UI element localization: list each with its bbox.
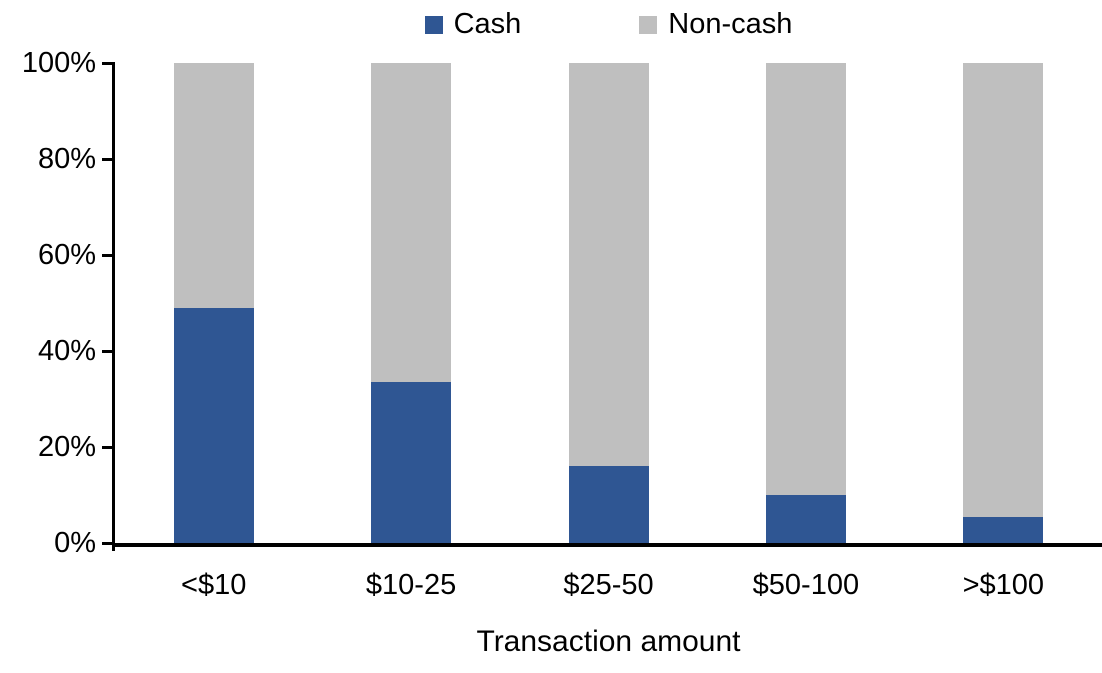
y-axis-tick bbox=[102, 446, 115, 449]
y-axis-tick-label: 80% bbox=[37, 143, 96, 175]
y-axis-tick bbox=[102, 62, 115, 65]
y-axis-tick-label: 60% bbox=[37, 239, 96, 271]
bar-segment-cash-0 bbox=[173, 307, 254, 543]
y-axis-tick bbox=[102, 542, 115, 545]
bar-segment-non-cash-2 bbox=[568, 63, 649, 467]
x-axis-category-label: <$10 bbox=[181, 569, 247, 601]
legend-label: Non-cash bbox=[668, 8, 793, 40]
x-axis-category-label: $50-100 bbox=[752, 569, 860, 601]
bar-segment-non-cash-4 bbox=[963, 63, 1044, 517]
legend-item-0: Cash bbox=[424, 8, 522, 40]
y-axis-tick-label: 40% bbox=[37, 335, 96, 367]
x-axis-category-label: $10-25 bbox=[365, 569, 457, 601]
bar-segment-non-cash-0 bbox=[173, 63, 254, 308]
legend: Cash Non-cash bbox=[115, 10, 1102, 39]
y-axis-tick bbox=[102, 158, 115, 161]
bar-segment-non-cash-3 bbox=[765, 63, 846, 495]
bar-segment-non-cash-1 bbox=[371, 63, 452, 383]
x-axis-category-label: $25-50 bbox=[563, 569, 654, 601]
x-axis-line bbox=[112, 543, 1102, 547]
y-axis-tick bbox=[102, 350, 115, 353]
y-axis-tick-label: 100% bbox=[21, 47, 96, 79]
legend-label: Cash bbox=[453, 8, 522, 40]
legend-item-1: Non-cash bbox=[639, 10, 792, 39]
legend-swatch-icon bbox=[424, 15, 443, 34]
bar-segment-cash-2 bbox=[568, 466, 649, 543]
y-axis-tick-label: 20% bbox=[37, 431, 96, 463]
bar-segment-cash-1 bbox=[371, 382, 452, 543]
legend-swatch-icon bbox=[639, 15, 658, 34]
y-axis-tick bbox=[102, 254, 115, 257]
y-axis-line bbox=[112, 62, 115, 551]
bar-segment-cash-4 bbox=[963, 516, 1044, 543]
bar-segment-cash-3 bbox=[765, 495, 846, 543]
x-axis-category-label: >$100 bbox=[962, 569, 1045, 601]
x-axis-title: Transaction amount bbox=[476, 625, 741, 658]
y-axis-tick-label: 0% bbox=[54, 527, 96, 559]
